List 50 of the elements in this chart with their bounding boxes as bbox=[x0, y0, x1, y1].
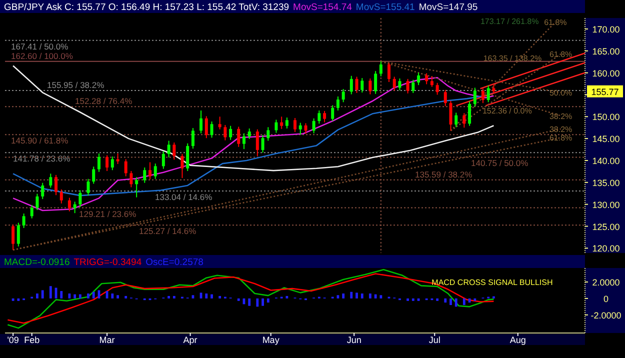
ref-line-label: 152.28 / 76.4% bbox=[75, 96, 133, 106]
ref-line-label: 125.27 / 14.6% bbox=[139, 226, 197, 236]
annotation: 38.2% bbox=[549, 124, 572, 134]
text: MovS=154.74 bbox=[293, 2, 352, 13]
annotation: 38.2% bbox=[549, 112, 572, 121]
text: TRIGG=-0.3494 bbox=[74, 257, 142, 268]
annotation: 61.8% bbox=[549, 134, 572, 143]
y-tick-label: 125.00 bbox=[592, 222, 620, 232]
annotation: 173.17 / 261.8% bbox=[480, 17, 539, 26]
annotation: 163.35 / 138.2% bbox=[483, 54, 542, 64]
y-tick-label: 150.00 bbox=[592, 112, 620, 122]
x-tick-label: Apr bbox=[183, 335, 198, 345]
y-tick-label: 165.00 bbox=[592, 46, 620, 56]
y-tick-label: 170.00 bbox=[592, 24, 620, 34]
y-tick-label: 130.00 bbox=[592, 200, 620, 210]
ref-line-label: 145.90 / 61.8% bbox=[11, 136, 69, 146]
chart-title: GBP/JPY Ask C: 155.77 O: 156.49 H: 157.23 L: 155.42 TotV: 31239 bbox=[4, 2, 290, 13]
y-tick-label: 160.00 bbox=[592, 68, 620, 78]
annotation: 50.0% bbox=[549, 88, 572, 98]
ref-line-label: 162.60 / 100.0% bbox=[11, 50, 74, 61]
annotation: MACD CROSS SIGNAL BULLISH bbox=[432, 278, 553, 287]
annotation: 61.8% bbox=[549, 50, 572, 59]
y-tick-label: 0 bbox=[603, 294, 609, 304]
text: MACD=-0.0916 bbox=[4, 257, 70, 268]
annotation: 152.36 / 0.0% bbox=[482, 106, 532, 116]
x-tick-label: Feb bbox=[24, 335, 40, 345]
ref-line-label: 133.04 / 14.6% bbox=[155, 192, 213, 202]
y-tick-label: 2.0000 bbox=[592, 277, 620, 288]
x-tick-label: Jun bbox=[346, 335, 362, 345]
text: MovS=155.41 bbox=[356, 2, 415, 13]
ref-line-label: 140.75 / 50.0% bbox=[471, 158, 529, 168]
x-tick-label: May bbox=[262, 335, 280, 345]
ref-line-label: 129.21 / 23.6% bbox=[79, 208, 137, 219]
annotation: 61.8% bbox=[544, 18, 567, 27]
y-tick-label: -2.0000 bbox=[590, 310, 622, 320]
x-tick-label: Aug bbox=[510, 335, 526, 345]
y-tick-label: 135.00 bbox=[592, 178, 620, 188]
x-tick-label: '09 bbox=[7, 335, 19, 345]
ref-line-label: 141.78 / 23.6% bbox=[13, 154, 71, 164]
text: OscE=0.2578 bbox=[146, 257, 204, 268]
ref-line-label: 135.59 / 38.2% bbox=[415, 169, 473, 180]
text: MovS=147.95 bbox=[418, 2, 478, 13]
ref-line-label: 167.41 / 50.0% bbox=[11, 41, 69, 52]
ref-line-label: 155.95 / 38.2% bbox=[47, 80, 105, 90]
x-tick-label: Jul bbox=[428, 335, 440, 345]
y-tick-label: 140.00 bbox=[592, 156, 620, 166]
x-tick-label: Mar bbox=[99, 335, 115, 345]
y-tick-label: 120.00 bbox=[592, 244, 620, 254]
y-tick-label: 145.00 bbox=[592, 134, 620, 144]
annotation: 155.77 bbox=[591, 86, 619, 97]
